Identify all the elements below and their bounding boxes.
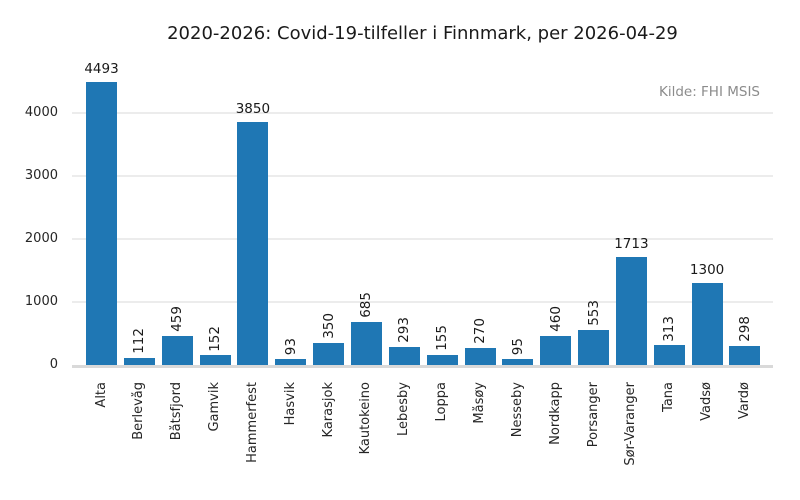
- bar: [199, 355, 231, 365]
- x-tick-label: Lebesby: [396, 382, 412, 436]
- bar-value-label: 3850: [235, 101, 271, 118]
- bar-value-label: 1713: [614, 236, 649, 253]
- x-tick-label: Berlevåg: [131, 382, 147, 440]
- bar-value-label: 460: [547, 306, 564, 333]
- y-tick-label: 0: [49, 357, 58, 372]
- bar: [464, 347, 496, 365]
- gridline: [72, 238, 773, 240]
- bar: [540, 336, 572, 365]
- x-tick-label: Gamvik: [207, 382, 223, 432]
- bar-value-label: 459: [169, 306, 186, 333]
- bar-value-label: 298: [736, 316, 753, 343]
- bar-value-label: 4493: [84, 60, 119, 77]
- y-tick-label: 1000: [24, 294, 58, 309]
- x-tick-label: Måsøy: [472, 382, 487, 424]
- x-tick-label: Sør-Varanger: [623, 382, 639, 466]
- bar: [275, 359, 307, 365]
- gridline: [72, 175, 773, 177]
- bar: [350, 321, 382, 365]
- bar: [237, 122, 269, 365]
- x-axis-line: [72, 365, 773, 368]
- x-tick-label: Tana: [661, 382, 677, 412]
- x-tick-label: Nordkapp: [547, 382, 563, 445]
- chart-title: 2020-2026: Covid-19-tilfeller i Finnmark…: [167, 23, 678, 44]
- x-tick-label: Nesseby: [509, 382, 525, 438]
- bar: [161, 336, 193, 365]
- x-tick-label: Porsanger: [585, 382, 601, 448]
- bar-value-label: 313: [661, 315, 678, 342]
- gridline: [72, 301, 773, 303]
- bar: [123, 357, 155, 365]
- x-tick-label: Båtsfjord: [169, 382, 185, 441]
- bar: [578, 330, 610, 365]
- x-tick-label: Karasjok: [320, 382, 336, 438]
- bar: [86, 81, 117, 365]
- bar: [691, 283, 723, 365]
- source-note: Kilde: FHI MSIS: [658, 84, 760, 100]
- bar: [653, 345, 685, 365]
- bar: [313, 342, 345, 365]
- bar-value-label: 152: [207, 325, 224, 352]
- gridline: [72, 112, 773, 114]
- x-tick-label: Hasvik: [282, 382, 298, 426]
- bar-value-label: 350: [320, 313, 337, 339]
- bar: [388, 346, 420, 365]
- bar-value-label: 685: [358, 292, 375, 318]
- bar: [729, 346, 761, 365]
- x-tick-label: Loppa: [434, 382, 450, 422]
- bar-value-label: 95: [509, 337, 526, 356]
- bar: [502, 359, 534, 365]
- x-tick-label: Vardø: [736, 382, 752, 420]
- bar-value-label: 112: [131, 328, 148, 354]
- bar: [426, 355, 458, 365]
- bar-value-label: 553: [585, 300, 602, 327]
- y-tick-label: 3000: [24, 168, 58, 183]
- y-tick-label: 2000: [24, 231, 58, 246]
- x-tick-label: Vadsø: [699, 382, 715, 421]
- y-tick-label: 4000: [24, 105, 58, 120]
- x-tick-label: Kautokeino: [358, 382, 374, 455]
- bar-value-label: 155: [434, 325, 451, 352]
- x-tick-label: Hammerfest: [244, 382, 260, 463]
- bar-value-label: 1300: [689, 262, 725, 279]
- bar-value-label: 93: [282, 337, 299, 356]
- bar-value-label: 270: [472, 318, 488, 344]
- bar-value-label: 293: [396, 316, 413, 343]
- bar: [615, 257, 647, 365]
- x-tick-label: Alta: [93, 382, 109, 408]
